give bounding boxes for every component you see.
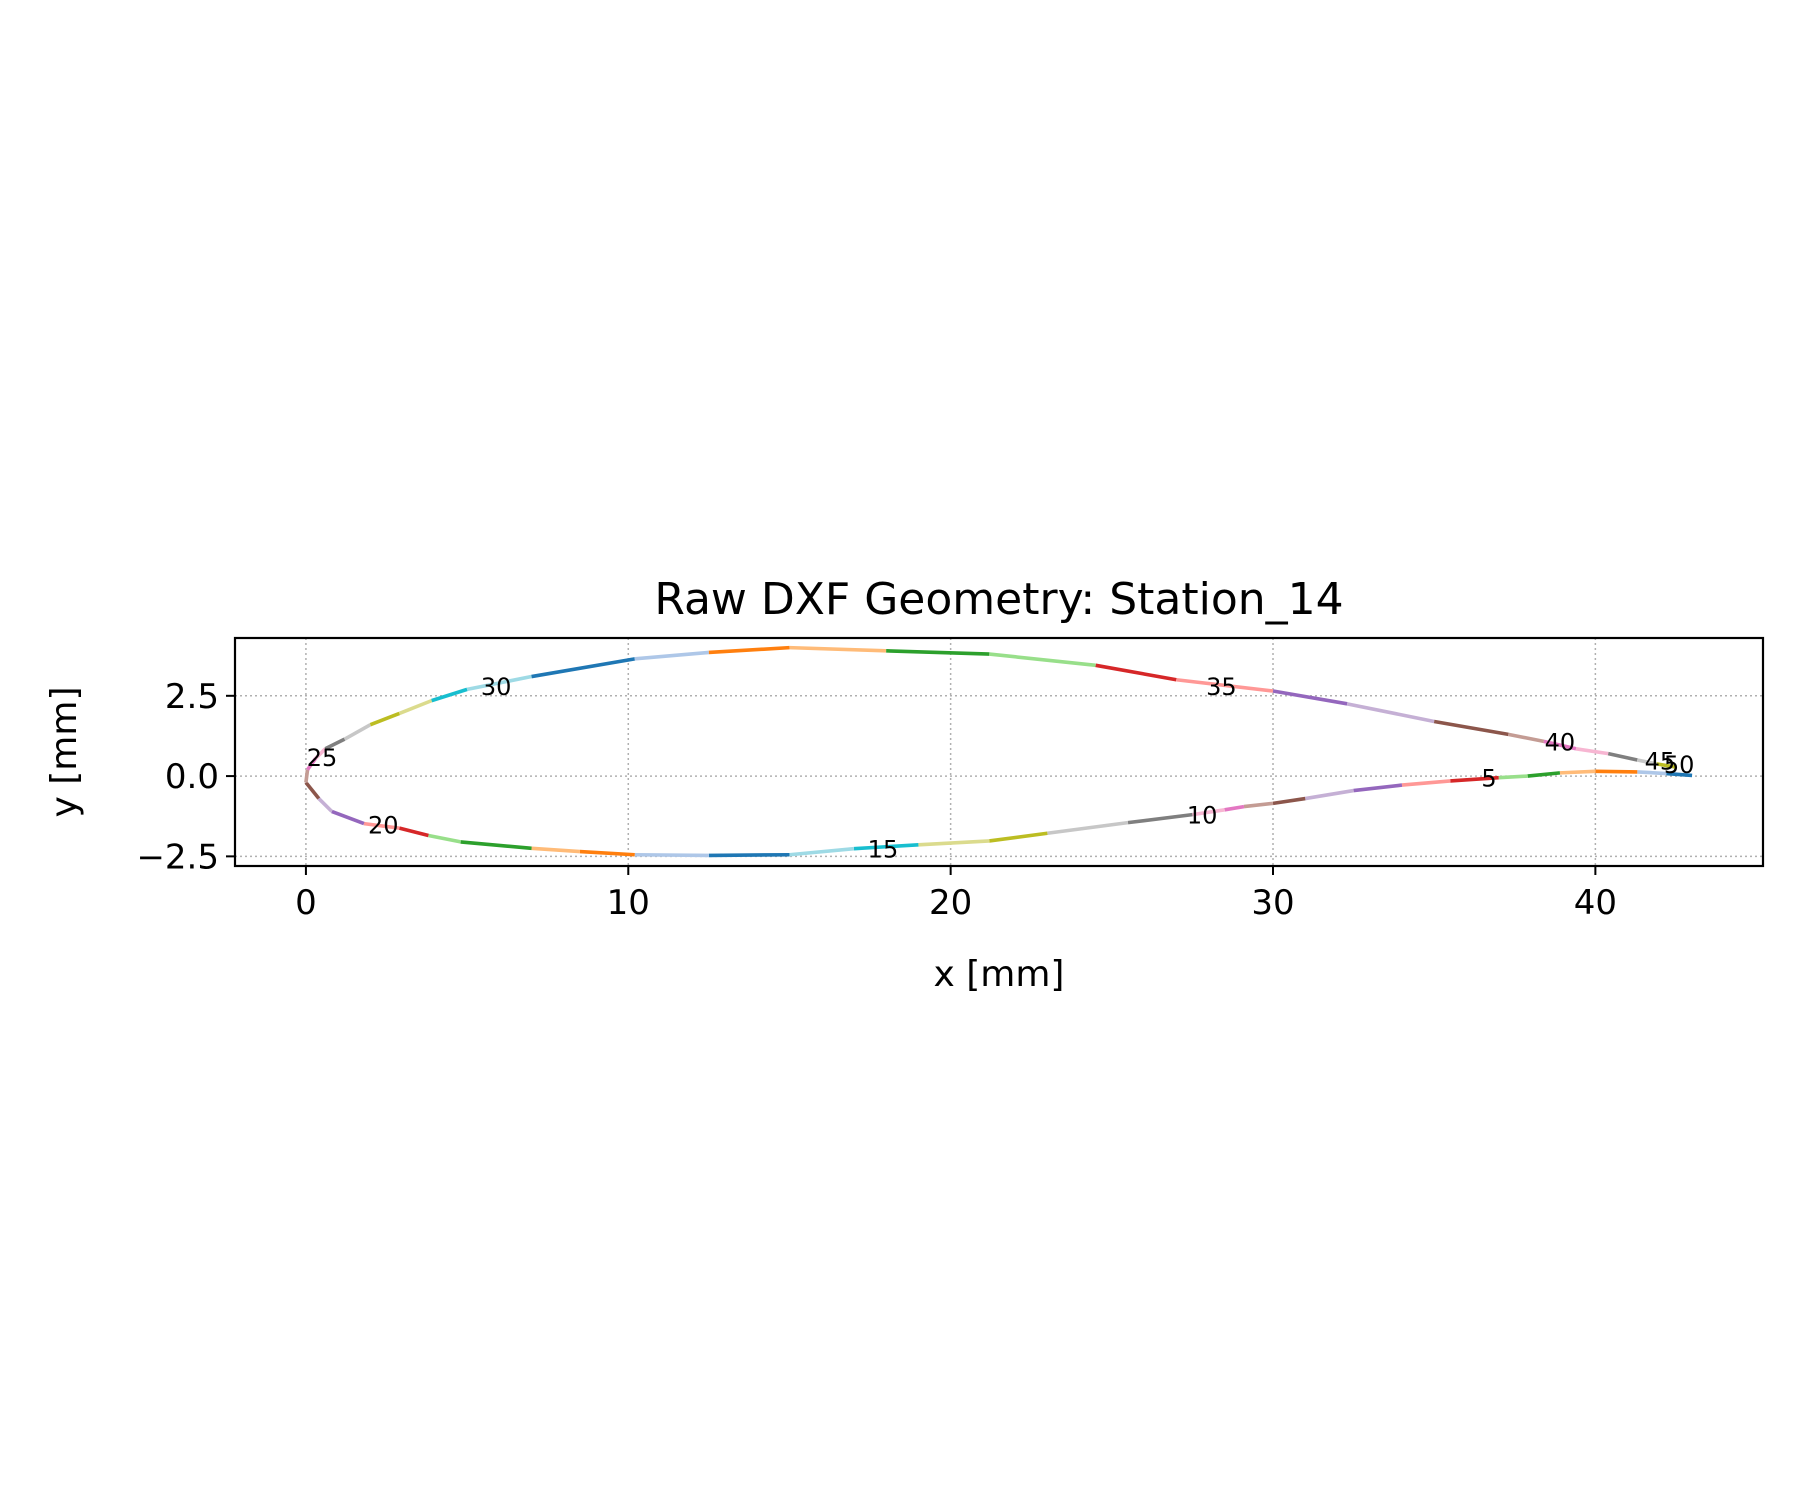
profile-segment xyxy=(398,698,433,716)
x-tick-label: 10 xyxy=(607,883,650,923)
profile-segment xyxy=(634,650,710,661)
profile-segment xyxy=(1433,719,1509,737)
segment-index-label: 50 xyxy=(1664,751,1695,779)
segment-index-label: 5 xyxy=(1481,765,1496,793)
profile-segment xyxy=(1272,689,1348,706)
profile-segment xyxy=(1559,769,1596,775)
profile-segment xyxy=(428,833,462,844)
segment-index-label: 10 xyxy=(1187,802,1218,830)
profile-segment xyxy=(1243,801,1274,809)
profile-segment xyxy=(1127,812,1193,825)
y-tick-label: −2.5 xyxy=(136,837,219,877)
y-axis-label: y [mm] xyxy=(44,687,85,818)
profile-segment xyxy=(398,826,429,838)
profile-segment xyxy=(989,831,1048,843)
profile-segment xyxy=(1637,770,1667,776)
profile-segment xyxy=(789,645,887,653)
profile-segment xyxy=(708,645,790,655)
profile-segment xyxy=(531,657,636,679)
profile-segment xyxy=(886,649,990,656)
x-tick-label: 40 xyxy=(1574,883,1617,923)
profile-segment xyxy=(1095,663,1177,682)
profile-segment xyxy=(1272,796,1306,806)
profile-segment xyxy=(1656,762,1677,769)
profile-segment xyxy=(304,781,321,800)
profile-segment xyxy=(343,723,372,741)
profile-segment xyxy=(1346,702,1435,724)
profile-segment xyxy=(331,809,365,826)
profile-segment xyxy=(1575,747,1609,756)
profile-segment xyxy=(989,652,1096,668)
profile-segment xyxy=(306,757,318,771)
profile-segment xyxy=(1450,775,1499,783)
profile-segment xyxy=(1192,808,1225,817)
profile-segment xyxy=(789,846,855,857)
segment-index-label: 30 xyxy=(481,673,512,701)
profile-segment xyxy=(579,849,635,857)
profile-segment xyxy=(531,846,581,854)
profile-segment xyxy=(1047,820,1129,836)
profile-segment xyxy=(314,747,327,760)
profile-segment xyxy=(1666,771,1693,778)
profile-segment xyxy=(1401,779,1451,787)
grid xyxy=(235,638,1763,866)
profile-segment xyxy=(1498,774,1528,780)
profile-segment xyxy=(634,852,709,858)
profile-segment xyxy=(369,711,401,727)
profile-segment xyxy=(1595,769,1638,774)
x-tick-label: 30 xyxy=(1251,883,1294,923)
profile-segment xyxy=(363,821,400,830)
profile-segment xyxy=(304,769,310,783)
profile-segment xyxy=(466,674,532,692)
profile-segment xyxy=(324,737,346,751)
profile-segment xyxy=(918,839,990,847)
y-tick-label: 0.0 xyxy=(165,757,219,797)
profile-segment xyxy=(1636,758,1657,766)
profile-segment xyxy=(317,797,333,813)
segment-index-label: 40 xyxy=(1545,728,1576,756)
profile-segment xyxy=(1176,677,1274,693)
profile-segment xyxy=(431,687,468,703)
y-tick-label: 2.5 xyxy=(165,677,219,717)
profile-segment xyxy=(1224,804,1245,812)
profile-series xyxy=(304,645,1693,858)
segment-index-label: 25 xyxy=(307,744,338,772)
segment-index-label: 15 xyxy=(868,835,899,863)
profile-segment xyxy=(460,840,532,851)
x-tick-label: 0 xyxy=(295,883,317,923)
profile-segment xyxy=(853,843,919,851)
axis-ticks: 0 10 20 30 40 2.5 0.0 −2.5 xyxy=(136,677,1617,923)
segment-index-label: 45 xyxy=(1645,748,1676,776)
plot-frame xyxy=(233,636,1765,868)
x-axis-label: x [mm] xyxy=(934,954,1065,995)
profile-segment xyxy=(1607,751,1638,762)
profile-segment xyxy=(708,852,790,858)
profile-segment xyxy=(1527,771,1561,778)
profile-segment xyxy=(1304,788,1354,801)
profile-segment xyxy=(1543,739,1577,751)
profile-segment xyxy=(1507,732,1545,744)
x-tick-label: 20 xyxy=(929,883,972,923)
segment-index-label: 20 xyxy=(368,811,399,839)
profile-segment xyxy=(1353,783,1403,793)
segment-index-label: 35 xyxy=(1206,673,1237,701)
chart-title: Raw DXF Geometry: Station_14 xyxy=(654,574,1343,625)
